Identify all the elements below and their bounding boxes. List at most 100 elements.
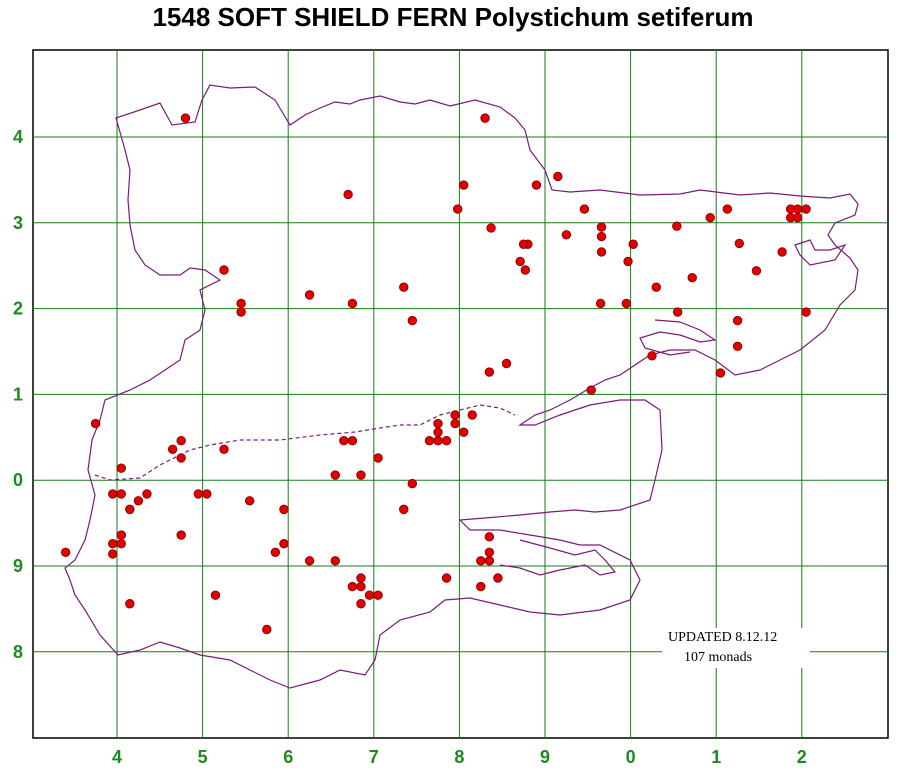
record-dot xyxy=(647,351,657,361)
record-dot xyxy=(476,581,486,592)
record-dot xyxy=(108,549,118,559)
boundary-dashed xyxy=(94,404,516,481)
record-dot xyxy=(356,599,366,609)
record-dot xyxy=(732,341,743,352)
x-axis-label: 8 xyxy=(454,747,464,767)
y-axis-label: 1 xyxy=(13,384,23,404)
record-points xyxy=(60,113,811,635)
record-dot xyxy=(553,171,563,182)
record-dot xyxy=(60,547,71,557)
record-dot xyxy=(672,307,683,317)
record-dot xyxy=(672,221,682,231)
record-dot xyxy=(579,204,590,214)
record-dot xyxy=(441,436,452,446)
record-dot xyxy=(515,256,525,267)
record-dot xyxy=(236,298,246,309)
map-title: 1548 SOFT SHIELD FERN Polystichum setife… xyxy=(152,2,754,32)
record-dot xyxy=(407,478,418,489)
record-dot xyxy=(441,573,452,583)
record-dot xyxy=(484,556,495,566)
record-dot xyxy=(433,436,443,446)
record-dot xyxy=(176,436,186,446)
y-axis-label: 3 xyxy=(13,213,23,233)
x-axis-label: 4 xyxy=(112,747,122,767)
record-dot xyxy=(244,496,255,506)
record-dot xyxy=(722,204,733,214)
record-dot xyxy=(219,444,229,455)
record-dot xyxy=(520,265,531,275)
x-axis-label: 0 xyxy=(626,747,636,767)
record-dot xyxy=(125,504,135,515)
record-dot xyxy=(801,307,811,317)
record-dot xyxy=(407,315,418,326)
record-dot xyxy=(373,590,383,600)
record-dot xyxy=(484,547,495,557)
record-dot xyxy=(450,410,460,420)
record-dot xyxy=(801,204,811,214)
record-dot xyxy=(176,530,186,540)
y-axis-label: 2 xyxy=(13,299,23,319)
y-axis-label: 8 xyxy=(13,642,23,662)
record-dot xyxy=(330,470,340,480)
record-dot xyxy=(210,590,221,600)
record-dot xyxy=(167,444,178,455)
record-dot xyxy=(501,358,512,369)
record-dot xyxy=(595,298,606,309)
record-dot xyxy=(732,315,743,326)
record-dot xyxy=(399,504,409,515)
record-dot xyxy=(424,436,435,446)
record-dot xyxy=(343,189,353,200)
record-dot xyxy=(450,418,460,429)
record-dot xyxy=(651,282,661,292)
record-dot xyxy=(270,547,281,557)
x-axis-label: 7 xyxy=(369,747,379,767)
record-dot xyxy=(621,298,632,309)
record-dot xyxy=(90,418,101,429)
x-axis-label: 1 xyxy=(711,747,721,767)
record-dot xyxy=(792,212,803,223)
record-dot xyxy=(116,489,126,499)
record-dot xyxy=(133,496,144,506)
x-axis-label: 5 xyxy=(198,747,208,767)
record-dot xyxy=(433,427,443,437)
record-dot xyxy=(116,463,126,473)
record-dot xyxy=(116,538,126,549)
record-dot xyxy=(458,180,469,190)
record-dot xyxy=(586,385,596,395)
record-dot xyxy=(480,113,490,123)
record-dot xyxy=(347,581,358,592)
y-axis-label: 0 xyxy=(13,470,23,490)
record-dot xyxy=(596,231,607,242)
record-dot xyxy=(399,282,409,292)
record-dot xyxy=(792,204,803,214)
record-dot xyxy=(467,410,477,420)
updated-text: UPDATED 8.12.12 xyxy=(668,630,778,645)
record-dot xyxy=(715,368,726,378)
record-dot xyxy=(339,436,349,446)
record-dot xyxy=(518,239,529,249)
record-dot xyxy=(180,113,191,123)
record-dot xyxy=(484,532,495,542)
record-dot xyxy=(596,222,607,232)
record-dot xyxy=(561,230,572,240)
record-dot xyxy=(356,470,366,480)
update-note: UPDATED 8.12.12 107 monads xyxy=(662,628,810,668)
record-dot xyxy=(279,504,289,515)
record-dot xyxy=(125,599,135,609)
county-boundary xyxy=(64,84,859,689)
y-axis-label: 9 xyxy=(13,556,23,576)
record-dot xyxy=(484,367,495,377)
record-dot xyxy=(687,273,697,283)
record-dot xyxy=(356,573,366,583)
record-dot xyxy=(364,590,375,600)
record-dot xyxy=(751,266,762,276)
monad-count: 107 monads xyxy=(684,650,753,665)
estuary-islands xyxy=(794,239,847,266)
record-dot xyxy=(347,298,358,309)
record-dot xyxy=(262,624,272,635)
record-dot xyxy=(486,223,496,233)
record-dot xyxy=(705,212,715,223)
record-dot xyxy=(116,530,126,540)
record-dot xyxy=(108,489,118,499)
